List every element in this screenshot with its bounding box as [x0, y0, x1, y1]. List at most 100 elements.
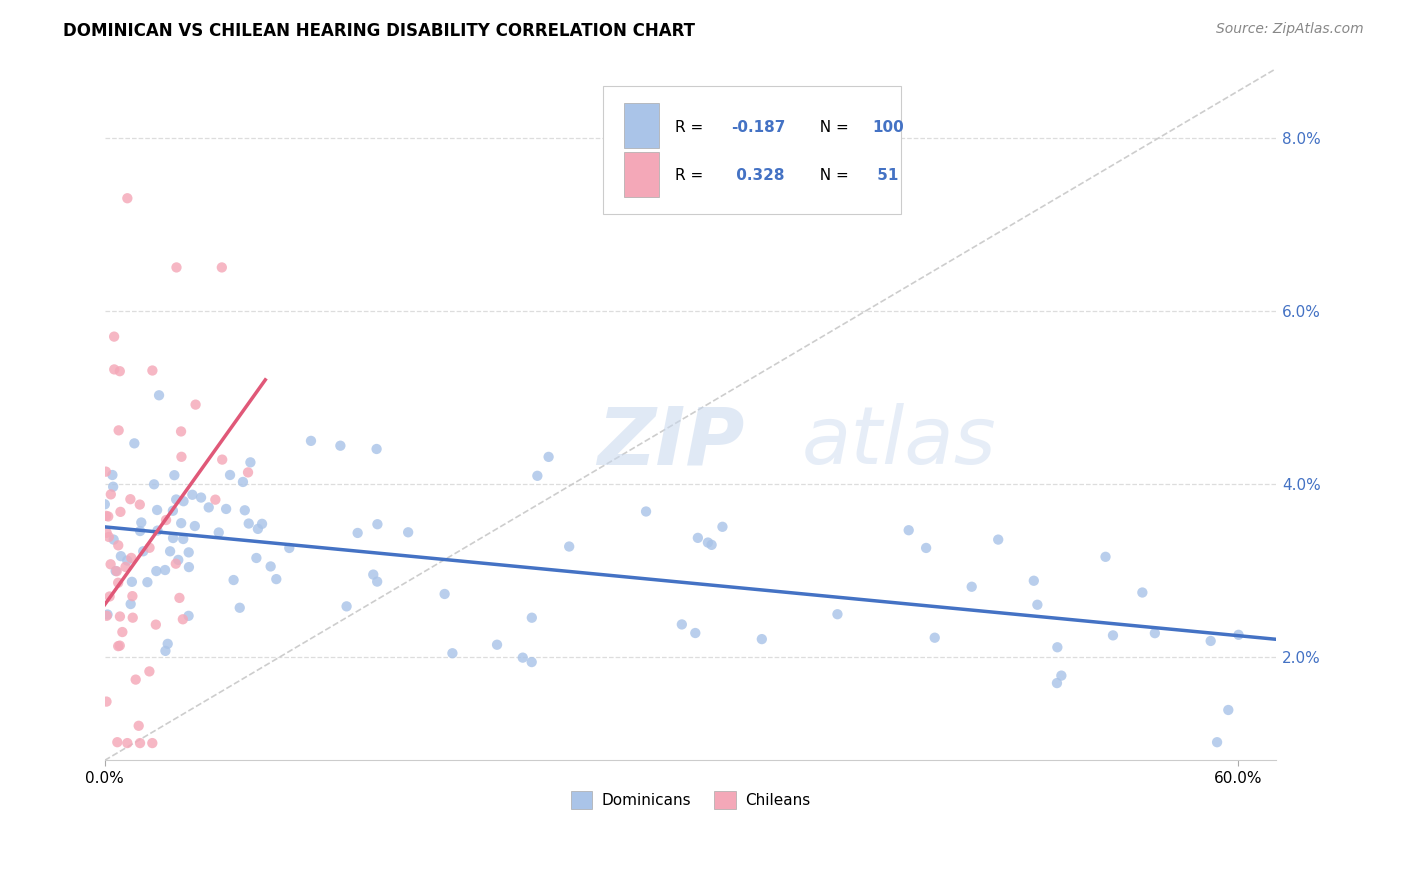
Point [229, 600, 252, 615]
Point [1102, 628, 1125, 642]
Point [184, 398, 207, 412]
Point [146, 524, 169, 538]
Point [1218, 703, 1240, 717]
Text: N =: N = [810, 120, 853, 135]
Point [105, 564, 128, 578]
Point [96, 508, 118, 523]
Text: atlas: atlas [801, 403, 997, 481]
Point [219, 467, 242, 482]
Point [685, 626, 707, 640]
Point [138, 541, 160, 555]
Point [165, 492, 187, 507]
Point [124, 436, 146, 450]
Point [108, 364, 131, 378]
Point [366, 517, 388, 532]
Point [100, 558, 122, 572]
Point [197, 500, 219, 515]
Point [166, 260, 188, 275]
Point [366, 574, 388, 589]
Point [167, 553, 190, 567]
Point [141, 363, 163, 377]
Point [897, 523, 920, 537]
Point [960, 580, 983, 594]
Point [346, 525, 368, 540]
Point [204, 492, 226, 507]
Point [107, 639, 129, 653]
Point [120, 492, 142, 507]
Point [827, 607, 849, 622]
Point [138, 665, 160, 679]
Point [336, 599, 359, 614]
Point [107, 538, 129, 552]
Point [121, 574, 143, 589]
Point [259, 559, 281, 574]
Point [924, 631, 946, 645]
Point [155, 513, 177, 527]
Point [177, 545, 200, 559]
Point [696, 535, 718, 549]
Point [236, 466, 259, 480]
Point [125, 673, 148, 687]
Text: Source: ZipAtlas.com: Source: ZipAtlas.com [1216, 22, 1364, 37]
Text: -0.187: -0.187 [731, 120, 786, 135]
Point [486, 638, 509, 652]
Point [1143, 626, 1166, 640]
Point [208, 525, 231, 540]
Point [170, 425, 193, 439]
Point [181, 488, 204, 502]
Point [299, 434, 322, 448]
Point [184, 519, 207, 533]
Point [163, 468, 186, 483]
Point [94, 497, 117, 511]
Point [143, 477, 166, 491]
Point [172, 612, 194, 626]
Legend: Dominicans, Chileans: Dominicans, Chileans [565, 785, 815, 815]
Point [103, 362, 125, 376]
Point [211, 452, 233, 467]
Point [120, 597, 142, 611]
Point [1046, 640, 1069, 655]
Point [103, 533, 125, 547]
FancyBboxPatch shape [624, 152, 659, 196]
Point [104, 564, 127, 578]
Point [162, 531, 184, 545]
Point [1094, 549, 1116, 564]
Point [232, 475, 254, 489]
Point [105, 735, 128, 749]
Point [169, 591, 191, 605]
Point [520, 655, 543, 669]
Point [329, 439, 352, 453]
Point [100, 487, 122, 501]
Point [117, 191, 139, 205]
Point [129, 736, 152, 750]
Point [537, 450, 560, 464]
Text: ZIP: ZIP [596, 403, 744, 481]
Point [190, 491, 212, 505]
Point [96, 525, 118, 540]
Point [278, 541, 301, 555]
Point [98, 590, 121, 604]
Point [526, 468, 548, 483]
Point [162, 504, 184, 518]
Point [128, 498, 150, 512]
Point [987, 533, 1010, 547]
Point [396, 525, 419, 540]
Point [170, 516, 193, 530]
Point [115, 553, 138, 567]
Point [1227, 628, 1250, 642]
Point [361, 567, 384, 582]
Point [222, 573, 245, 587]
Point [110, 505, 132, 519]
Point [1022, 574, 1045, 588]
Point [121, 589, 143, 603]
Point [103, 329, 125, 343]
Point [915, 541, 938, 555]
Point [250, 516, 273, 531]
Point [155, 644, 177, 658]
Point [170, 450, 193, 464]
Text: N =: N = [810, 169, 853, 183]
Text: 51: 51 [872, 169, 898, 183]
Point [108, 639, 131, 653]
Point [165, 557, 187, 571]
Point [129, 524, 152, 538]
